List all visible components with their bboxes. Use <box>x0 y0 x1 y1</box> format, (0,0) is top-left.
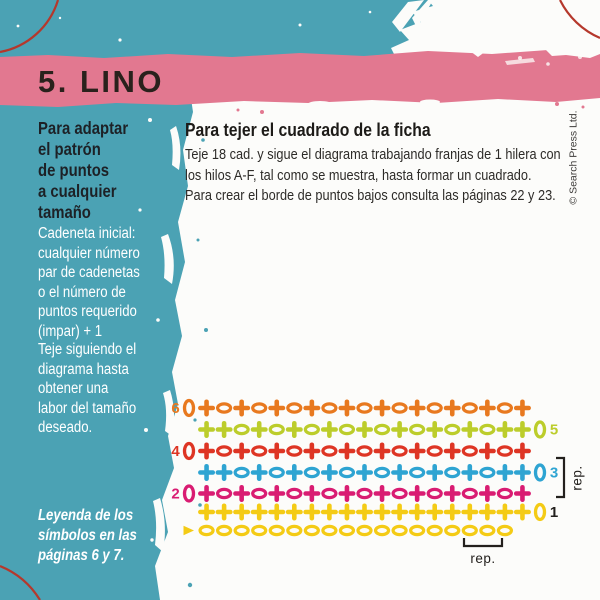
copyright-notice: © Search Press Ltd. <box>567 110 580 205</box>
chart-foundation-chain <box>183 524 513 537</box>
main-paragraph-border-note: Para crear el borde de puntos bajos cons… <box>185 187 556 204</box>
chart-row-number-4: 4 <box>171 443 180 460</box>
sidebar-heading: Para adaptar el patrón de puntos a cualq… <box>38 118 129 222</box>
main-paragraph-instructions: Teje 18 cad. y sigue el diagrama trabaja… <box>185 146 561 184</box>
corner-arc-bottom-left <box>0 564 41 600</box>
chart-row-number-2: 2 <box>171 486 179 503</box>
foundation-repeat-bracket <box>462 538 504 548</box>
pink-speckles <box>236 102 585 114</box>
corner-arc-top-left <box>0 0 60 54</box>
corner-arc-top-right <box>559 0 600 40</box>
row-repeat-label: rep. <box>570 465 585 490</box>
page-title: 5. LINO <box>38 64 165 99</box>
row-repeat-bracket <box>556 456 566 499</box>
teal-brush-top-block <box>0 0 433 58</box>
pink-banner-texture <box>308 48 600 107</box>
chart-row-number-6: 6 <box>171 400 179 417</box>
chart-row-number-3: 3 <box>550 465 558 482</box>
chart-row-6: 6 <box>171 398 531 417</box>
chart-row-2: 2 <box>171 484 531 503</box>
chart-row-4: 4 <box>171 441 531 460</box>
sidebar-paragraph-work-diagram: Teje siguiendo el diagrama hasta obtener… <box>38 341 137 436</box>
crochet-chart: 6 5 4 3 2 1 <box>171 398 558 537</box>
sidebar-paragraph-initial-chain: Cadeneta inicial: cualquier número par d… <box>38 225 140 340</box>
chart-row-3: 3 <box>198 463 558 482</box>
pink-banner-brush <box>0 49 600 107</box>
teal-brush-left-column <box>0 50 196 600</box>
chart-row-number-1: 1 <box>550 504 558 521</box>
chart-row-5: 5 <box>198 420 558 439</box>
white-brush-streaks <box>16 0 433 552</box>
chart-row-number-5: 5 <box>550 422 558 439</box>
chart-row-1: 1 <box>198 502 558 521</box>
sidebar-legend-note: Leyenda de los símbolos en las páginas 6… <box>38 507 137 564</box>
main-heading: Para tejer el cuadrado de la ficha <box>185 119 431 140</box>
foundation-repeat-label: rep. <box>470 551 495 566</box>
